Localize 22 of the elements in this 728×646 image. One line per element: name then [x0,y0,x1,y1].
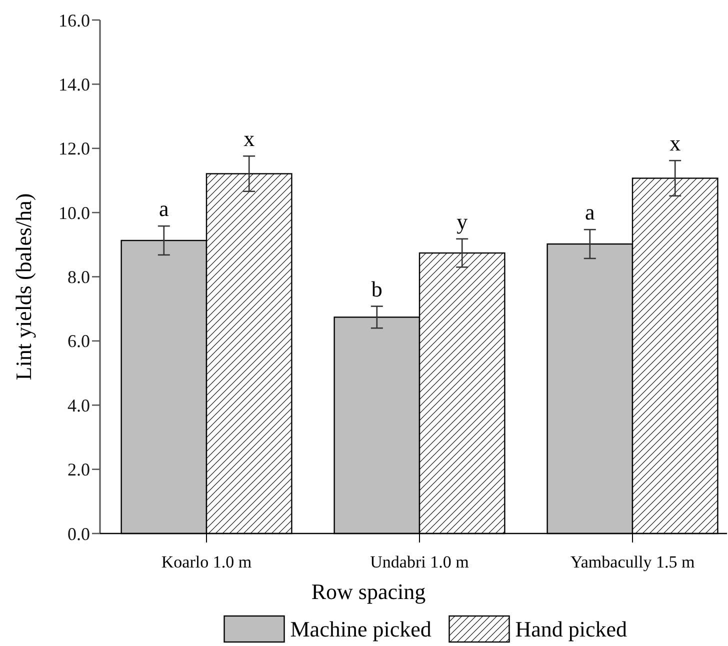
y-tick-label: 0.0 [68,524,90,544]
x-tick-label: Undabri 1.0 m [370,552,469,572]
y-tick-label: 16.0 [58,10,90,30]
annotation: x [670,130,681,156]
legend-label: Hand picked [515,616,628,642]
y-tick-label: 14.0 [58,74,90,94]
y-tick-label: 10.0 [58,202,90,223]
y-tick-label: 8.0 [68,267,90,288]
y-tick-label: 2.0 [68,460,90,480]
x-tick-label: Koarlo 1.0 m [161,552,252,572]
annotation: x [244,126,255,152]
y-tick-label: 6.0 [68,331,90,352]
y-axis-title: Lint yields (bales/ha) [11,193,36,380]
x-axis-title: Row spacing [311,579,426,604]
annotation: a [585,200,596,225]
y-tick-label: 12.0 [58,138,90,159]
annotation: y [456,208,468,234]
y-tick-label: 4.0 [68,395,90,416]
legend-label: Machine picked [290,616,432,642]
annotation: a [159,196,170,222]
x-tick-label: Yambacully 1.5 m [570,552,695,572]
annotation: b [371,276,382,302]
